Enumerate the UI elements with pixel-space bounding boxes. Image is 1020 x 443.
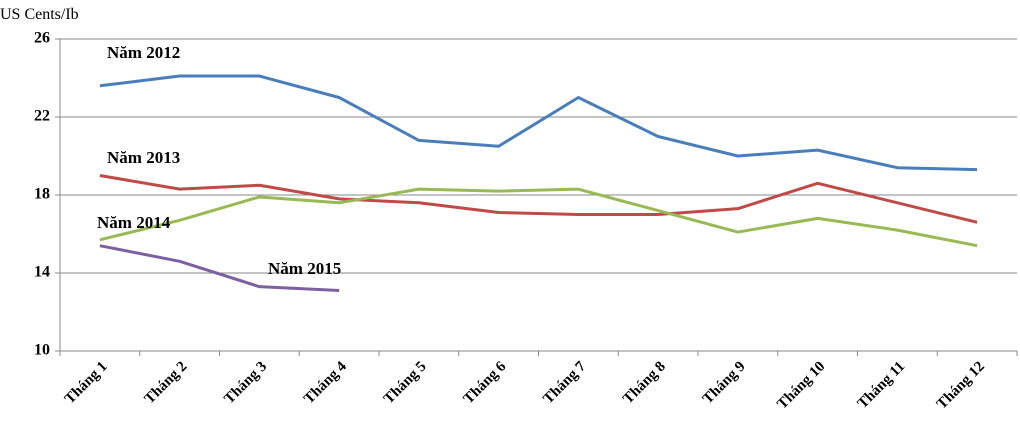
y-tick-label: 10 — [34, 342, 50, 359]
y-tick-label: 18 — [34, 186, 50, 203]
y-tick-label: 14 — [34, 264, 50, 281]
x-tick-label: Tháng 6 — [461, 358, 510, 407]
x-tick-label: Tháng 12 — [934, 359, 988, 413]
x-tick-label: Tháng 5 — [381, 359, 430, 408]
x-tick-label: Tháng 2 — [142, 359, 191, 408]
series-line — [99, 187, 978, 248]
series-line — [99, 174, 978, 224]
x-tick-label: Tháng 8 — [620, 359, 669, 408]
series-line — [99, 244, 340, 293]
series-annotation: Năm 2012 — [107, 43, 180, 62]
x-tick-label: Tháng 1 — [62, 359, 111, 408]
y-tick-label: 26 — [34, 30, 50, 47]
x-tick-label: Tháng 3 — [221, 359, 270, 408]
x-tick-label: Tháng 7 — [540, 358, 589, 407]
x-tick-label: Tháng 11 — [855, 359, 908, 412]
y-tick-label: 22 — [34, 108, 50, 125]
series-line — [99, 74, 978, 172]
series-annotation: Năm 2015 — [268, 259, 341, 278]
y-axis-label: US Cents/Ib — [0, 6, 79, 23]
series-annotation: Năm 2013 — [107, 148, 180, 167]
series-annotation: Năm 2014 — [97, 213, 171, 232]
x-tick-label: Tháng 4 — [301, 358, 350, 407]
x-tick-label: Tháng 10 — [774, 359, 828, 413]
x-tick-label: Tháng 9 — [700, 359, 749, 408]
